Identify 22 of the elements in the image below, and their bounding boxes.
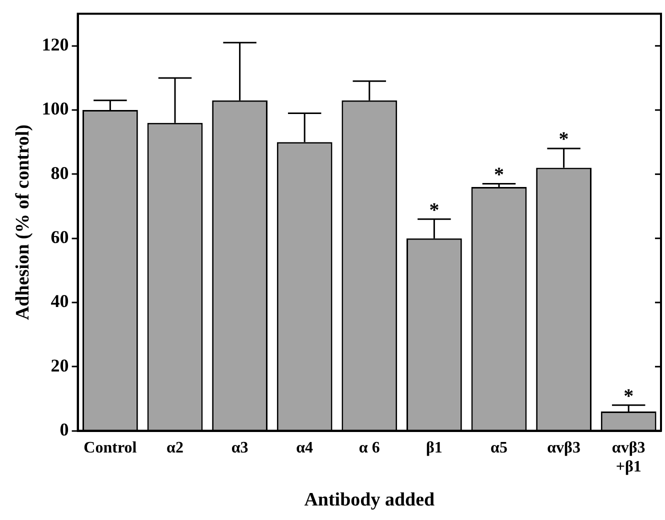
x-tick-label: α3 [231, 440, 248, 457]
x-axis-title: Antibody added [304, 490, 436, 511]
x-tick-label: Control [84, 440, 138, 457]
annotation: * [558, 128, 569, 151]
y-tick-label: 60 [50, 226, 69, 247]
x-tick-label: α 6 [358, 440, 380, 457]
annotation: * [429, 199, 440, 222]
y-tick-label: 120 [42, 34, 69, 55]
x-tick-label: β1 [426, 440, 442, 457]
annotation: * [624, 385, 634, 408]
x-tick-label: α2 [166, 440, 184, 457]
x-tick-label: α5 [490, 440, 508, 457]
x-tick-label: αvβ3 [547, 440, 580, 457]
y-tick-label: 0 [60, 419, 69, 440]
y-tick-label: 100 [42, 98, 69, 119]
y-tick-label: 80 [50, 162, 69, 183]
annotation: * [494, 164, 504, 186]
x-tick-label: αvβ3 +β1 [612, 440, 646, 476]
y-tick-label: 40 [50, 291, 69, 312]
y-axis-title: Adhesion (% of control) [12, 124, 34, 320]
x-tick-label: α4 [296, 440, 314, 457]
y-tick-label: 20 [50, 355, 69, 376]
